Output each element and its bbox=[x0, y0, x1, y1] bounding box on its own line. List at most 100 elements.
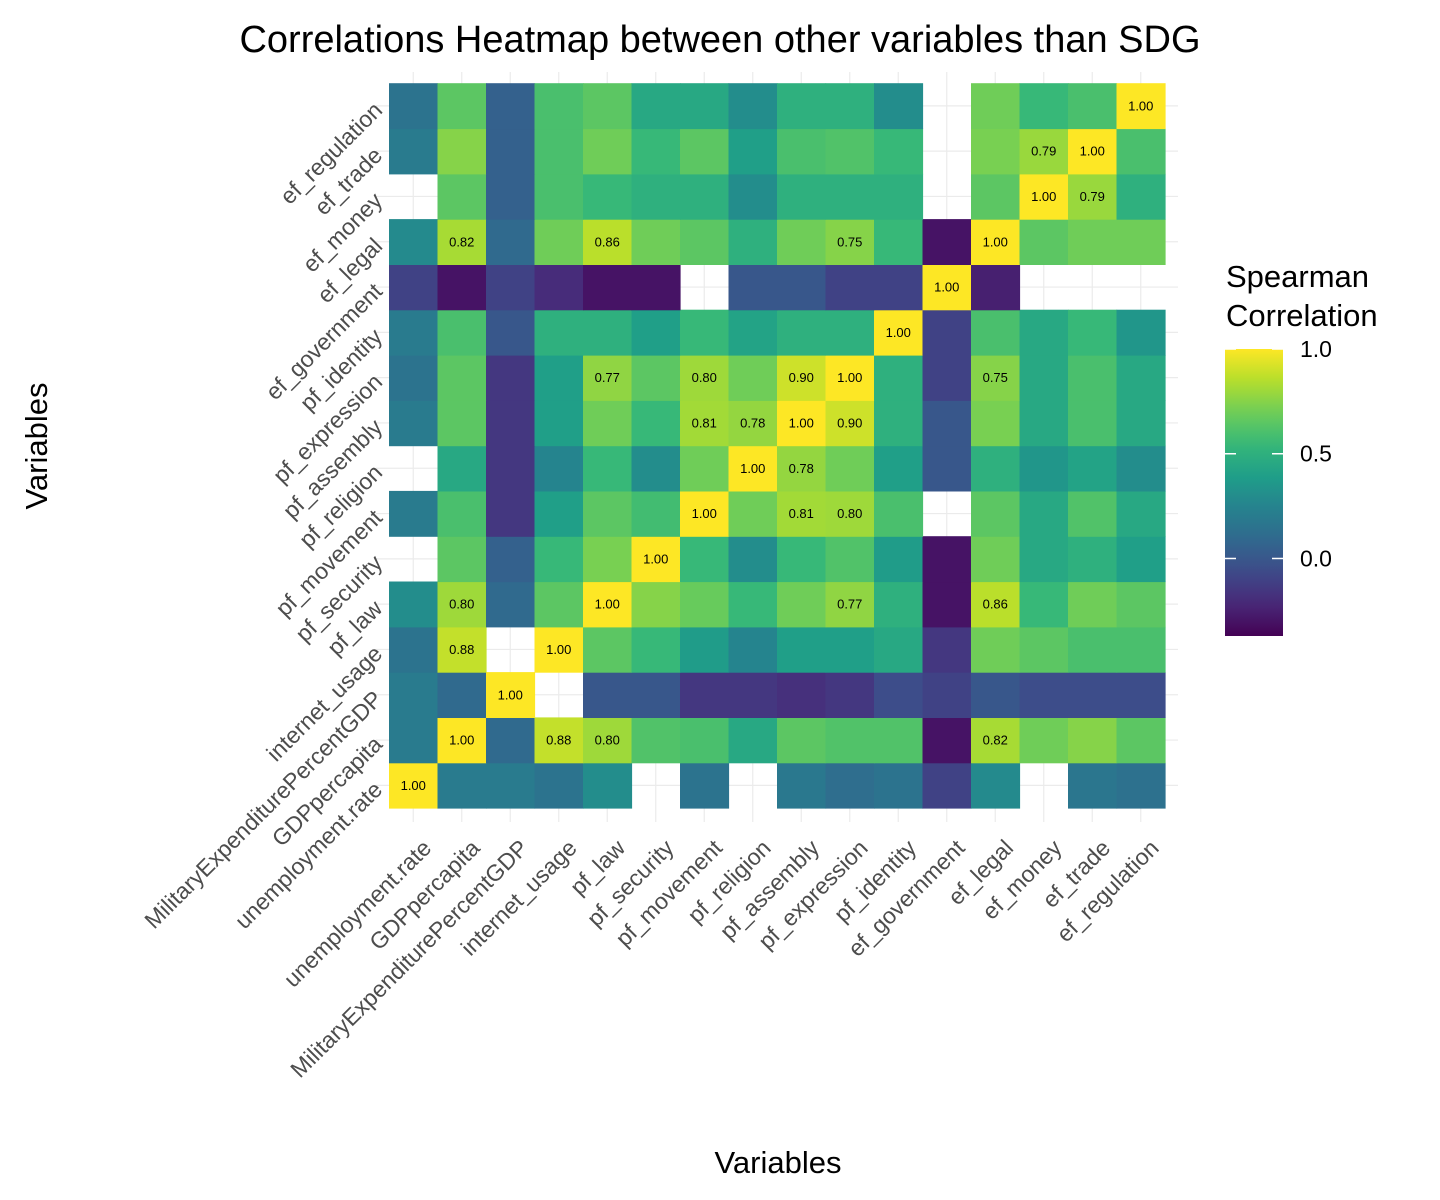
heatmap-cell bbox=[389, 490, 439, 537]
heatmap-cell bbox=[1116, 173, 1166, 220]
heatmap-cell bbox=[825, 490, 875, 537]
legend-tick-label: 0.5 bbox=[1300, 441, 1332, 467]
heatmap-cell bbox=[389, 128, 439, 175]
heatmap-cell bbox=[486, 490, 536, 537]
heatmap-cell bbox=[486, 400, 536, 447]
cell-value-label: 0.86 bbox=[983, 597, 1008, 612]
heatmap-cell bbox=[437, 219, 487, 265]
heatmap-cell bbox=[437, 626, 487, 673]
heatmap-cell bbox=[486, 264, 536, 311]
heatmap-cell bbox=[486, 173, 536, 220]
heatmap-cell bbox=[825, 445, 875, 492]
heatmap-cell bbox=[922, 264, 972, 311]
heatmap-cell bbox=[777, 173, 827, 220]
heatmap-cell bbox=[437, 672, 487, 718]
heatmap-cell bbox=[680, 490, 730, 537]
heatmap-cell bbox=[874, 626, 924, 673]
heatmap-cell bbox=[583, 581, 633, 628]
heatmap-cell bbox=[1068, 173, 1118, 220]
heatmap-cell bbox=[971, 309, 1021, 356]
heatmap-cell bbox=[389, 581, 439, 628]
heatmap-cell bbox=[534, 762, 584, 809]
heatmap-cell bbox=[631, 173, 681, 220]
heatmap-cell bbox=[874, 309, 924, 356]
heatmap-cell bbox=[922, 581, 972, 628]
heatmap-cell bbox=[534, 128, 584, 175]
heatmap-cell bbox=[534, 173, 584, 220]
heatmap-cell bbox=[631, 445, 681, 492]
cell-value-label: 1.00 bbox=[886, 325, 911, 340]
heatmap-cell bbox=[583, 309, 633, 356]
heatmap-cell bbox=[1116, 128, 1166, 175]
cell-value-label: 1.00 bbox=[449, 733, 474, 748]
heatmap-cell bbox=[1019, 219, 1069, 265]
heatmap-cell bbox=[534, 83, 584, 130]
cell-value-label: 0.78 bbox=[740, 415, 765, 430]
cell-value-label: 1.00 bbox=[983, 234, 1008, 249]
heatmap-cell bbox=[728, 355, 778, 401]
heatmap-cell bbox=[389, 672, 439, 718]
heatmap-cell bbox=[922, 355, 972, 401]
cell-value-label: 1.00 bbox=[498, 687, 523, 702]
cell-value-label: 0.88 bbox=[449, 642, 474, 657]
heatmap-cell bbox=[680, 626, 730, 673]
cell-value-label: 1.00 bbox=[1128, 98, 1153, 113]
heatmap-cell bbox=[437, 536, 487, 583]
heatmap-cell bbox=[437, 83, 487, 130]
heatmap-cell bbox=[680, 173, 730, 220]
heatmap-cell bbox=[437, 355, 487, 401]
heatmap-cell bbox=[777, 400, 827, 447]
heatmap-cell bbox=[728, 717, 778, 764]
cell-value-label: 0.79 bbox=[1031, 144, 1056, 159]
heatmap-cell bbox=[874, 128, 924, 175]
heatmap-cell bbox=[631, 264, 681, 311]
cell-value-label: 0.90 bbox=[837, 415, 862, 430]
heatmap-cell bbox=[825, 219, 875, 265]
heatmap-cell bbox=[1019, 173, 1069, 220]
y-tick-labels: unemployment.rateGDPpercapitaMilitaryExp… bbox=[139, 97, 387, 934]
heatmap-cell bbox=[437, 445, 487, 492]
heatmap-cell bbox=[777, 355, 827, 401]
cell-value-label: 0.77 bbox=[837, 597, 862, 612]
heatmap-cell bbox=[728, 536, 778, 583]
cell-value-label: 0.82 bbox=[983, 733, 1008, 748]
heatmap-cell bbox=[583, 128, 633, 175]
cell-value-label: 0.80 bbox=[595, 733, 620, 748]
heatmap-cell bbox=[922, 445, 972, 492]
cell-value-label: 0.77 bbox=[595, 370, 620, 385]
heatmap-cell bbox=[1116, 445, 1166, 492]
heatmap-cell bbox=[631, 83, 681, 130]
heatmap-cell bbox=[1116, 717, 1166, 764]
heatmap-cell bbox=[922, 762, 972, 809]
heatmap-cell bbox=[583, 717, 633, 764]
heatmap-cell bbox=[777, 536, 827, 583]
cell-value-label: 1.00 bbox=[692, 506, 717, 521]
heatmap-cell bbox=[922, 717, 972, 764]
cell-value-label: 0.81 bbox=[692, 415, 717, 430]
heatmap-cell bbox=[825, 581, 875, 628]
heatmap-cell bbox=[583, 355, 633, 401]
heatmap-cell bbox=[389, 83, 439, 130]
heatmap-cell bbox=[583, 672, 633, 718]
heatmap-cell bbox=[389, 626, 439, 673]
heatmap-cell bbox=[486, 445, 536, 492]
heatmap-cell bbox=[631, 355, 681, 401]
heatmap-cell bbox=[1116, 355, 1166, 401]
cell-value-label: 0.82 bbox=[449, 234, 474, 249]
heatmap-cell bbox=[486, 355, 536, 401]
cell-value-label: 1.00 bbox=[934, 280, 959, 295]
heatmap-cell bbox=[486, 762, 536, 809]
heatmap-cell bbox=[728, 173, 778, 220]
heatmap-cell bbox=[922, 309, 972, 356]
heatmap-cell bbox=[922, 626, 972, 673]
heatmap-cell bbox=[874, 762, 924, 809]
heatmap-cell bbox=[874, 219, 924, 265]
x-tick-labels: unemployment.rateGDPpercapitaMilitaryExp… bbox=[279, 834, 1164, 1082]
heatmap-cell bbox=[777, 264, 827, 311]
cell-value-label: 0.90 bbox=[789, 370, 814, 385]
heatmap-cell bbox=[1019, 128, 1069, 175]
heatmap-cell bbox=[1116, 626, 1166, 673]
cell-value-label: 0.75 bbox=[983, 370, 1008, 385]
heatmap-cell bbox=[971, 536, 1021, 583]
heatmap-cell bbox=[389, 717, 439, 764]
